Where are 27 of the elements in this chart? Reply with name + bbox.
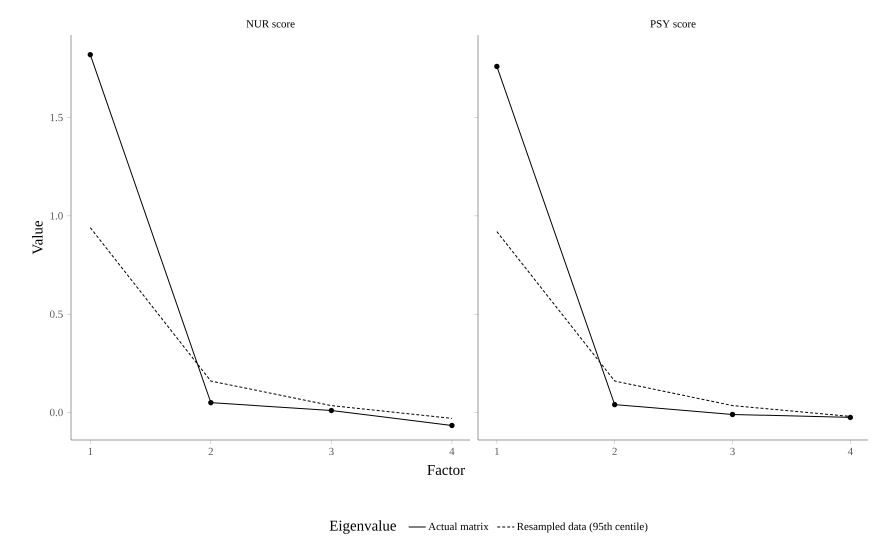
point	[449, 422, 455, 428]
legend-title: Eigenvalue	[330, 520, 396, 534]
x-tick-label: 2	[612, 448, 617, 456]
y-axis-title: Value	[32, 220, 43, 254]
x-tick-label: 3	[329, 448, 334, 456]
x-tick-label: 1	[495, 448, 499, 456]
point	[730, 412, 736, 418]
x-tick-label: 3	[730, 448, 735, 456]
x-tick-label: 4	[449, 448, 454, 455]
legend-label: Actual matrix	[428, 522, 489, 530]
point	[612, 402, 618, 408]
x-axis-title: Factor	[427, 465, 465, 475]
point	[848, 414, 854, 420]
x-tick-label: 2	[208, 448, 213, 456]
y-tick-label: 0.5	[50, 310, 63, 318]
legend-label: Resampled data (95th centile)	[517, 522, 648, 532]
point	[208, 400, 214, 406]
point	[494, 64, 500, 70]
chart-title: PSY score	[650, 20, 696, 28]
chart-title: NUR score	[246, 20, 295, 28]
point	[328, 408, 334, 414]
point	[88, 52, 93, 58]
y-tick-label: 1.5	[50, 114, 63, 122]
x-tick-label: 1	[88, 448, 92, 456]
x-tick-label: 4	[848, 448, 853, 455]
y-tick-label: 1.0	[50, 212, 63, 220]
y-tick-label: 0.0	[50, 408, 63, 416]
